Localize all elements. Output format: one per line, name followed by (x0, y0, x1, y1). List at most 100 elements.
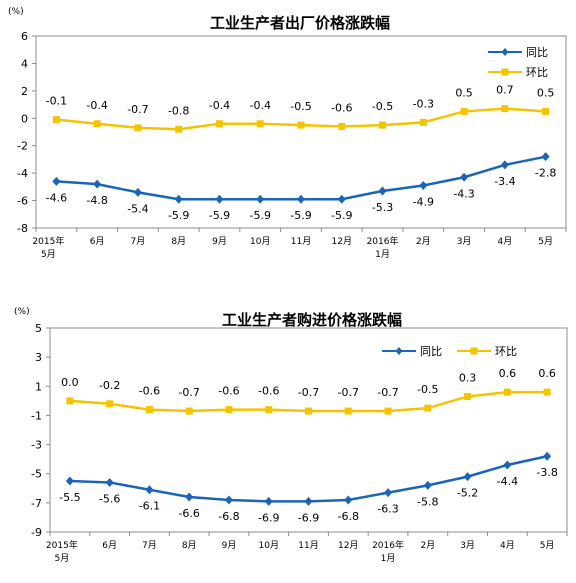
data-point (66, 397, 74, 405)
x-tick-label: 8月 (182, 540, 197, 551)
chart-ex-factory-price: 工业生产者出厂价格涨跌幅 (%) 6 4 2 0 -2 -4 -6 -8 2015年 5月 6月 7月 8月… (0, 0, 576, 283)
data-label: 0.6 (538, 367, 556, 380)
x-tick-label: 2016年 (372, 539, 404, 551)
legend-label: 同比 (420, 345, 442, 358)
data-label: -5.9 (290, 209, 311, 222)
data-point (460, 107, 468, 115)
data-point (52, 116, 60, 124)
data-label: -6.9 (258, 511, 279, 524)
x-tick-label: 11月 (298, 540, 318, 551)
y-tick-label: 1 (35, 380, 42, 393)
x-tick-label: 2015年 (32, 235, 64, 247)
data-point (424, 404, 432, 412)
data-label: -0.7 (377, 386, 398, 399)
data-point (93, 120, 101, 128)
data-point (264, 496, 273, 506)
y-tick-label: -5 (31, 468, 42, 481)
data-label: -5.2 (457, 487, 478, 500)
data-label: -5.9 (209, 209, 230, 222)
x-tick-label: 6月 (90, 236, 105, 247)
y-tick-label: -7 (31, 497, 42, 510)
plot-area (49, 327, 568, 533)
x-tick-label: 5月 (540, 540, 555, 551)
chart-purchase-price: 工业生产者购进价格涨跌幅 (%) 5 3 1 -1 -3 -5 -7 -9 2015年 5月 6月 7月 8… (0, 292, 576, 583)
data-label: -5.9 (168, 209, 189, 222)
data-label: -0.5 (290, 100, 311, 113)
x-tick-label: 12月 (338, 540, 358, 551)
data-label: 0.6 (499, 367, 517, 380)
data-label: -4.8 (86, 194, 107, 207)
data-label: -0.6 (139, 385, 160, 398)
x-tick-label: 5月 (41, 249, 56, 260)
y-tick-label: -3 (31, 439, 42, 452)
data-point (423, 480, 432, 490)
data-label: -5.3 (372, 201, 393, 214)
x-tick-label: 1月 (381, 553, 396, 564)
data-point (337, 194, 346, 204)
data-point (105, 477, 114, 487)
x-tick-label: 5月 (538, 236, 553, 247)
data-label: -0.3 (413, 97, 434, 110)
data-label: 0.5 (455, 86, 473, 99)
x-tick-label: 12月 (332, 236, 352, 247)
y-tick-label: -8 (17, 222, 28, 235)
x-tick-label: 11月 (291, 236, 311, 247)
data-label: -4.6 (46, 191, 67, 204)
data-point (174, 194, 183, 204)
x-tick-label: 4月 (500, 540, 515, 551)
data-label: -0.7 (298, 386, 319, 399)
data-label: -0.7 (338, 386, 359, 399)
x-tick-label: 3月 (457, 236, 472, 247)
data-label: -5.5 (59, 491, 80, 504)
x-tick-label: 9月 (222, 540, 237, 551)
x-tick-label: 2015年 (46, 539, 78, 551)
data-point (265, 406, 273, 414)
data-label: -0.1 (46, 95, 67, 108)
data-label: -0.8 (168, 104, 189, 117)
data-label: -4.3 (453, 187, 474, 200)
x-tick-label: 2月 (416, 236, 431, 247)
chart-title: 工业生产者购进价格涨跌幅 (222, 311, 402, 329)
legend-label: 同比 (526, 46, 548, 59)
data-point (145, 406, 153, 414)
data-point (463, 472, 472, 482)
data-label: 0.7 (496, 84, 514, 97)
data-label: -5.4 (127, 202, 148, 215)
x-tick-label: 2月 (420, 540, 435, 551)
data-label: -0.6 (258, 385, 279, 398)
data-point (503, 388, 511, 396)
data-label: 0.3 (459, 371, 477, 384)
data-label: 0.5 (537, 86, 555, 99)
data-point (224, 495, 233, 505)
data-point (304, 496, 313, 506)
data-point (297, 194, 305, 204)
data-label: -0.5 (417, 383, 438, 396)
data-label: -4.4 (497, 475, 518, 488)
data-point (185, 407, 193, 415)
y-tick-label: 5 (35, 322, 42, 335)
data-label: -0.4 (86, 99, 107, 112)
data-point (215, 194, 224, 204)
data-point (501, 105, 509, 113)
x-tick-label: 6月 (102, 540, 117, 551)
data-label: -5.8 (417, 495, 438, 508)
data-label: -0.2 (99, 379, 120, 392)
data-label: -0.4 (209, 99, 230, 112)
data-label: -5.9 (331, 209, 352, 222)
y-tick-label: 3 (35, 351, 42, 364)
y-tick-label: -1 (31, 409, 42, 422)
legend-marker (395, 347, 403, 355)
data-label: -0.4 (249, 99, 270, 112)
data-label: -5.9 (249, 209, 270, 222)
data-point (256, 120, 264, 128)
data-label: -6.1 (139, 500, 160, 513)
data-label: -6.8 (338, 510, 359, 523)
data-point (133, 187, 142, 197)
data-point (379, 121, 387, 129)
data-point (215, 120, 223, 128)
data-point (134, 124, 142, 132)
data-point (65, 476, 74, 486)
x-tick-label: 10月 (250, 236, 270, 247)
data-point (541, 152, 550, 162)
x-tick-label: 4月 (497, 236, 512, 247)
